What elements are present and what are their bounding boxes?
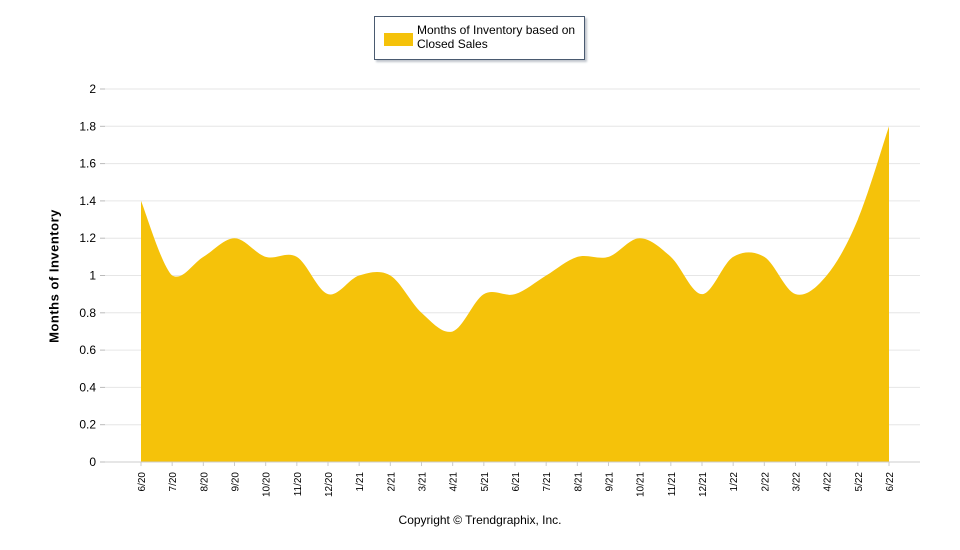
- x-tick-label: 11/21: [667, 472, 678, 497]
- y-axis-ticks: 0 0.2 0.4 0.6 0.8 1 1.2 1.4 1.6 1.8 2: [79, 82, 105, 469]
- copyright-footer: Copyright © Trendgraphix, Inc.: [398, 513, 562, 527]
- x-tick-label: 10/20: [262, 472, 273, 497]
- x-tick-label: 8/21: [573, 472, 584, 492]
- x-tick-label: 8/20: [199, 472, 210, 492]
- y-tick-label: 1.6: [79, 157, 96, 171]
- inventory-area-series: [141, 126, 889, 463]
- legend-swatch: [384, 33, 413, 46]
- x-tick-label: 7/20: [168, 472, 179, 492]
- x-tick-label: 3/21: [418, 472, 429, 492]
- x-tick-label: 4/21: [449, 472, 460, 492]
- y-tick-label: 1.4: [79, 194, 96, 208]
- x-axis-ticks: 6/20 7/20 8/20 9/20 10/20 11/20 12/20 1/21 2/21 3…: [137, 462, 896, 497]
- x-tick-label: 6/20: [137, 472, 148, 492]
- x-tick-label: 2/22: [760, 472, 771, 492]
- x-tick-label: 1/22: [729, 472, 740, 492]
- y-tick-label: 0.6: [79, 343, 96, 357]
- y-tick-label: 0.2: [79, 418, 96, 432]
- x-tick-label: 6/22: [885, 472, 896, 492]
- y-tick-label: 2: [89, 82, 96, 96]
- x-tick-label: 12/21: [698, 472, 709, 497]
- x-tick-label: 1/21: [355, 472, 366, 492]
- x-tick-label: 11/20: [293, 472, 304, 497]
- y-tick-label: 1: [89, 269, 96, 283]
- x-tick-label: 2/21: [386, 472, 397, 492]
- legend-label: Months of Inventory based on Closed Sale…: [417, 23, 576, 51]
- y-tick-label: 0.8: [79, 306, 96, 320]
- y-tick-label: 1.8: [79, 119, 96, 133]
- y-tick-label: 1.2: [79, 231, 96, 245]
- x-tick-label: 9/21: [605, 472, 616, 492]
- y-axis-title: Months of Inventory: [46, 209, 62, 343]
- x-tick-label: 5/21: [480, 472, 491, 492]
- x-tick-label: 9/20: [231, 472, 242, 492]
- x-tick-label: 7/21: [542, 472, 553, 492]
- x-tick-label: 4/22: [823, 472, 834, 492]
- x-tick-label: 3/22: [792, 472, 803, 492]
- x-tick-label: 6/21: [511, 472, 522, 492]
- y-tick-label: 0.4: [79, 380, 96, 394]
- x-tick-label: 5/22: [854, 472, 865, 492]
- x-tick-label: 10/21: [636, 472, 647, 497]
- chart-legend: Months of Inventory based on Closed Sale…: [374, 16, 585, 60]
- y-tick-label: 0: [89, 455, 96, 469]
- x-tick-label: 12/20: [324, 472, 335, 497]
